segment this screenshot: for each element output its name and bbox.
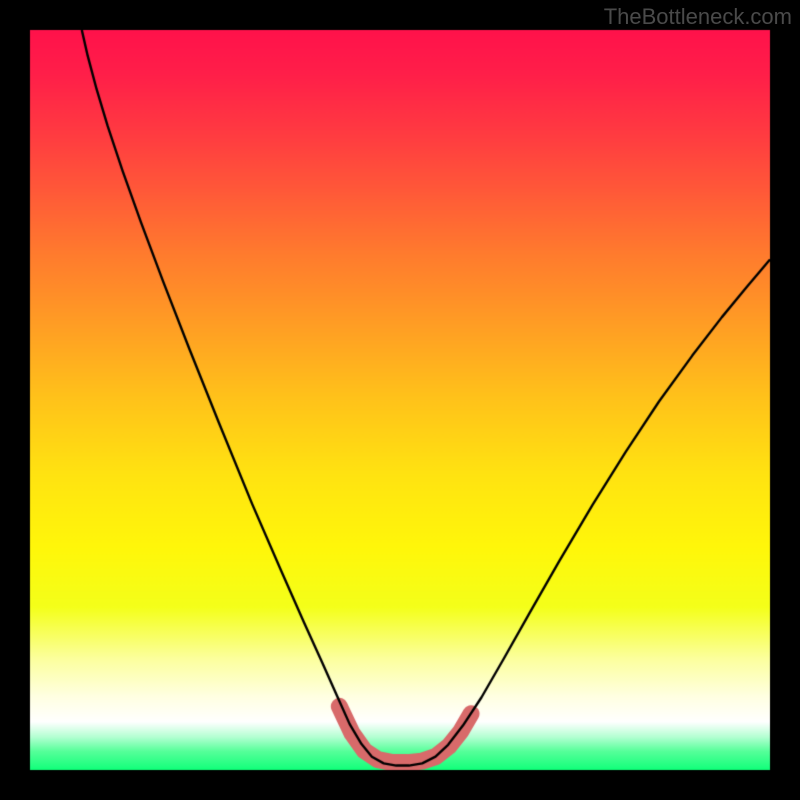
chart-stage: TheBottleneck.com <box>0 0 800 800</box>
bottleneck-curve-chart <box>0 0 800 800</box>
